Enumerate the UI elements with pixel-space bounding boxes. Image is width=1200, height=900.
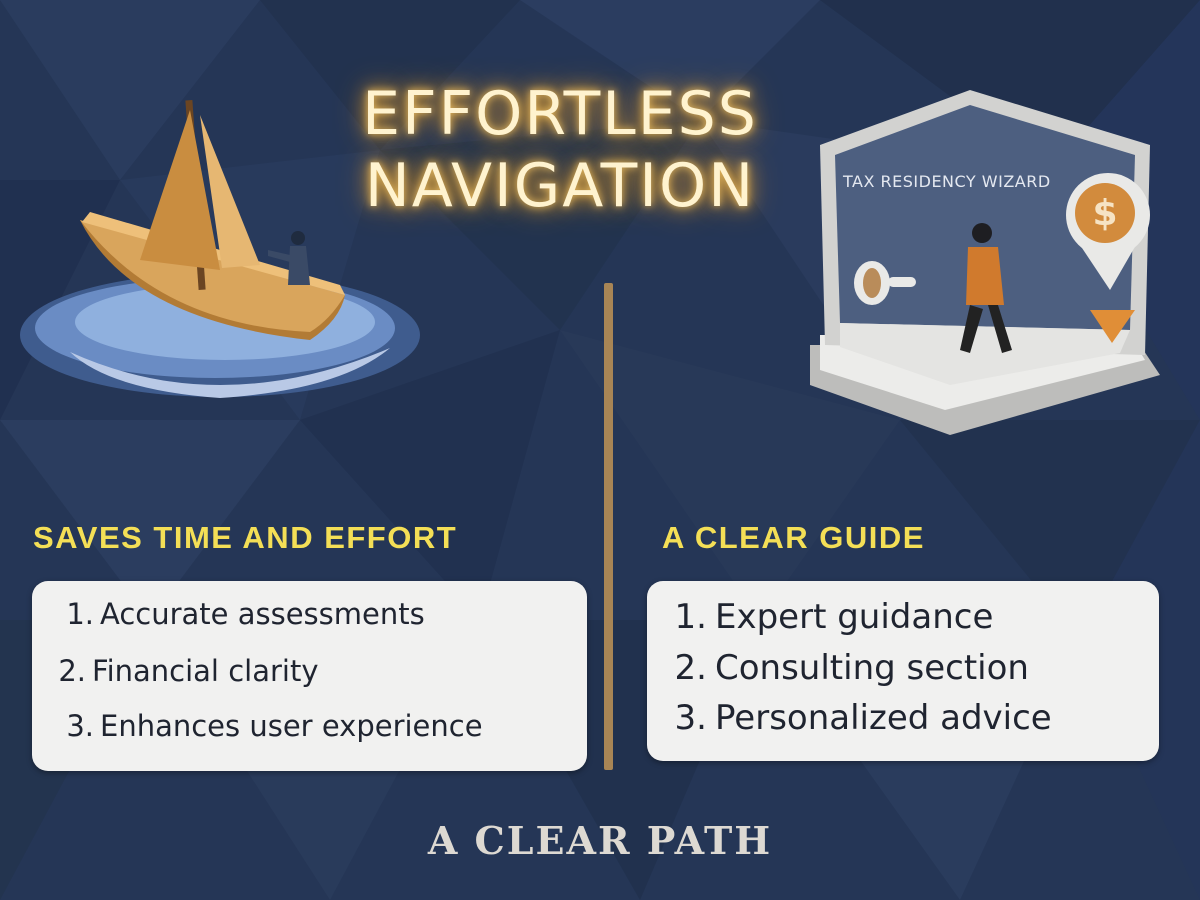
item-number: 3.: [674, 698, 707, 738]
center-divider: [604, 283, 613, 770]
title-line-2: NAVIGATION: [364, 151, 756, 221]
item-number: 3.: [66, 709, 94, 743]
list-item: 1. Accurate assessments: [46, 597, 425, 631]
list-item: 1. Expert guidance: [667, 597, 994, 637]
wizard-label: TAX RESIDENCY WIZARD: [843, 172, 1051, 191]
page-title: EFFORTLESS NAVIGATION: [300, 78, 820, 222]
item-text: Consulting section: [715, 648, 1029, 688]
item-text: Financial clarity: [92, 654, 319, 688]
item-text: Expert guidance: [715, 597, 994, 637]
sailboat-icon: [20, 99, 420, 398]
item-text: Personalized advice: [715, 698, 1052, 738]
item-text: Accurate assessments: [100, 597, 425, 631]
item-number: 2.: [58, 654, 86, 688]
footer-tagline: A CLEAR PATH: [427, 818, 773, 863]
heading-saves-time: SAVES TIME AND EFFORT: [33, 520, 458, 555]
guide-card: 1. Expert guidance 2. Consulting section 3…: [647, 581, 1159, 761]
title-line-1: EFFORTLESS: [362, 79, 758, 149]
item-number: 1.: [66, 597, 94, 631]
list-item: 2. Consulting section: [667, 648, 1029, 688]
list-item: 3. Personalized advice: [667, 698, 1052, 738]
list-item: 2. Financial clarity: [38, 654, 319, 688]
heading-clear-guide: A CLEAR GUIDE: [662, 520, 925, 555]
item-text: Enhances user experience: [100, 709, 483, 743]
svg-text:$: $: [1092, 193, 1117, 234]
item-number: 1.: [674, 597, 707, 637]
list-item: 3. Enhances user experience: [46, 709, 483, 743]
item-number: 2.: [674, 648, 707, 688]
benefits-card: 1. Accurate assessments 2. Financial clari…: [32, 581, 587, 771]
tax-wizard-illustration: $: [810, 90, 1160, 435]
